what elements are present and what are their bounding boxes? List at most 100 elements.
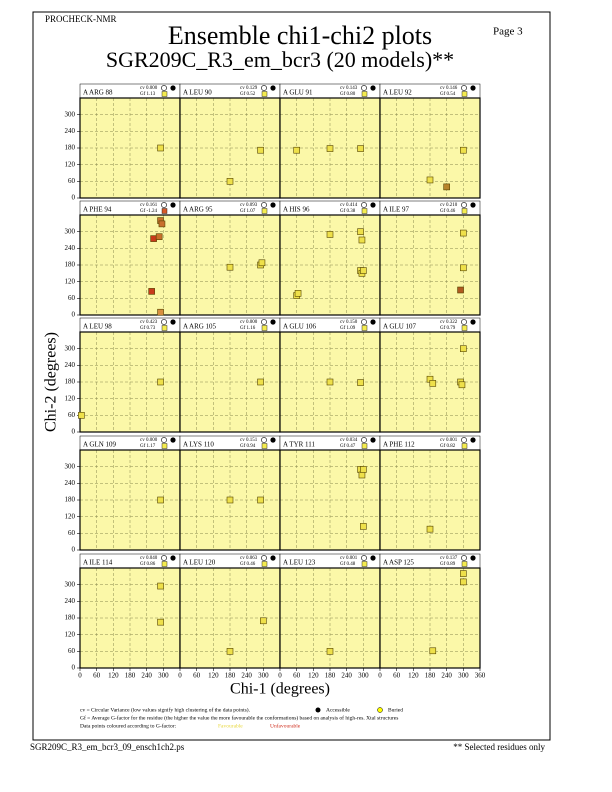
y-tick-label: 120	[65, 277, 76, 285]
note: Buried	[388, 707, 403, 713]
cv-value: cv 0.146	[440, 86, 458, 91]
clock-icon	[361, 85, 367, 91]
gf-value: Gf 0.89	[440, 562, 456, 567]
cv-value: cv 0.423	[140, 320, 158, 325]
y-tick-label: 60	[68, 529, 76, 537]
note: Unfavourable	[270, 722, 301, 729]
y-tick-label: 60	[68, 647, 76, 655]
panel-title: A GLU 91	[283, 89, 313, 97]
panel-title: A GLU 107	[383, 323, 417, 331]
data-point	[360, 466, 367, 473]
clock-icon	[361, 437, 367, 443]
data-point	[358, 236, 366, 244]
clock-icon	[161, 555, 167, 561]
data-point	[360, 267, 367, 274]
data-point	[443, 183, 450, 191]
y-tick-label: 300	[65, 580, 76, 588]
file-name: SGR209C_R3_em_bcr3_09_ensch1ch2.ps	[30, 742, 185, 752]
exposure-icon	[270, 202, 276, 208]
data-point	[157, 582, 164, 590]
panel-title: A LEU 123	[283, 559, 316, 567]
cv-value: cv 0.129	[240, 86, 258, 91]
y-tick-label: 60	[68, 294, 76, 302]
exposure-icon	[270, 85, 276, 91]
data-point	[460, 578, 467, 586]
data-point	[293, 146, 300, 154]
gf-value: Gf 0.46	[240, 562, 256, 567]
gf-value: Gf 0.38	[340, 209, 356, 214]
cv-value: cv 0.040	[140, 556, 158, 561]
gf-box	[161, 325, 168, 331]
gf-value: Gf 0.47	[340, 444, 356, 449]
data-point	[257, 496, 264, 504]
exposure-icon	[270, 319, 276, 325]
x-tick-label: 240	[241, 672, 252, 680]
gf-value: Gf 0.94	[240, 444, 256, 449]
cv-value: cv 0.322	[440, 320, 458, 325]
data-point	[326, 648, 334, 655]
exposure-icon	[170, 555, 176, 561]
gf-box	[161, 561, 168, 567]
y-tick-label: 180	[65, 261, 76, 269]
data-point	[257, 146, 264, 154]
y-tick-label: 0	[72, 428, 76, 436]
x-tick-label: 60	[393, 672, 401, 680]
x-tick-label: 60	[293, 672, 301, 680]
clock-icon	[261, 555, 267, 561]
title: Ensemble chi1-chi2 plots	[168, 21, 432, 50]
x-tick-label: 120	[408, 672, 419, 680]
data-point	[257, 378, 264, 386]
cv-value: cv 0.143	[340, 86, 358, 91]
x-tick-label: 60	[93, 672, 101, 680]
data-point	[78, 412, 85, 419]
data-point	[358, 471, 366, 479]
gf-box	[361, 91, 368, 97]
y-tick-label: 180	[65, 144, 76, 152]
panel-title: A ASP 125	[383, 559, 414, 567]
panel-title: A LYS 110	[183, 441, 214, 449]
data-point	[157, 496, 164, 504]
panel-title: A GLU 106	[283, 323, 317, 331]
x-tick-label: 360	[475, 672, 486, 680]
x-tick-label: 180	[125, 672, 136, 680]
cv-value: cv 0.414	[340, 203, 358, 208]
gf-box	[461, 325, 468, 331]
y-tick-label: 300	[65, 462, 76, 470]
data-point	[460, 345, 467, 352]
data-point	[157, 144, 164, 152]
gf-value: Gf 0.52	[240, 92, 256, 97]
panel-title: A LEU 90	[183, 89, 212, 97]
data-point	[226, 648, 234, 655]
accessible-icon	[315, 707, 321, 713]
gf-box	[261, 91, 268, 97]
exposure-icon	[270, 555, 276, 561]
gf-box	[261, 208, 268, 214]
gf-box	[461, 91, 468, 97]
panel-title: A ARG 105	[183, 323, 217, 331]
exposure-icon	[170, 319, 176, 325]
subtitle: SGR209C_R3_em_bcr3 (20 models)**	[106, 47, 454, 72]
y-tick-label: 240	[65, 479, 76, 487]
x-tick-label: 300	[458, 672, 469, 680]
panel-title: A ILE 114	[83, 559, 113, 567]
x-tick-label: 180	[225, 672, 236, 680]
x-tick-label: 240	[341, 672, 352, 680]
data-point	[460, 264, 467, 272]
clock-icon	[161, 202, 167, 208]
y-tick-label: 120	[65, 394, 76, 402]
gf-value: Gf 1.07	[240, 209, 256, 214]
data-point	[458, 381, 466, 389]
cv-value: cv 0.161	[140, 203, 158, 208]
data-point	[429, 380, 437, 387]
exposure-icon	[370, 437, 376, 443]
x-tick-label: 0	[178, 672, 182, 680]
x-tick-label: 300	[358, 672, 369, 680]
data-point	[150, 235, 157, 242]
x-axis-label: Chi-1 (degrees)	[230, 681, 330, 698]
data-point	[326, 378, 334, 386]
x-tick-label: 0	[278, 672, 282, 680]
cv-value: cv 0.151	[240, 438, 258, 443]
panel-frame	[379, 214, 481, 316]
data-point	[326, 231, 334, 238]
cv-value: cv 0.000	[140, 438, 158, 443]
